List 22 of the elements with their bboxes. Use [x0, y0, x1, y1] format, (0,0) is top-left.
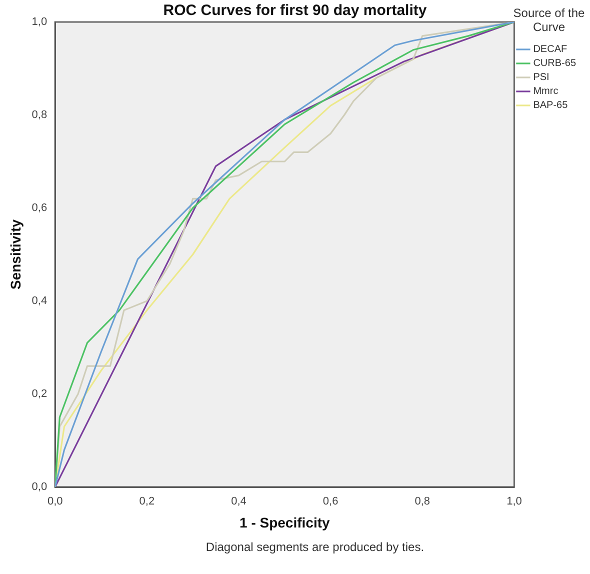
y-axis-title: Sensitivity — [7, 219, 24, 290]
x-tick-label: 0,8 — [414, 496, 430, 508]
y-tick-label: 0,0 — [32, 481, 48, 494]
legend-label: PSI — [533, 72, 550, 84]
legend-label: Mmrc — [533, 86, 558, 98]
y-tick-label: 1,0 — [32, 16, 48, 28]
y-tick-label: 0,6 — [32, 202, 48, 214]
chart-title: ROC Curves for first 90 day mortality — [163, 2, 428, 20]
y-tick-label: 0,4 — [32, 295, 48, 308]
y-tick-label: 0,8 — [32, 109, 48, 122]
legend-label: BAP-65 — [533, 100, 568, 112]
x-axis-title: 1 - Specificity — [240, 514, 330, 530]
legend-label: DECAF — [533, 44, 568, 56]
y-tick-label: 0,2 — [32, 388, 48, 400]
x-tick-label: 0,2 — [139, 496, 155, 508]
x-tick-label: 0,6 — [322, 496, 338, 508]
text: Diagonal segments are produced by ties. — [204, 540, 426, 554]
legend-title: Source of the Curve — [512, 6, 586, 34]
x-tick-label: 0,4 — [231, 496, 246, 508]
x-tick-label: 1,0 — [506, 496, 522, 508]
x-tick-label: 0,0 — [47, 496, 63, 508]
legend-label: CURB-65 — [533, 58, 576, 70]
